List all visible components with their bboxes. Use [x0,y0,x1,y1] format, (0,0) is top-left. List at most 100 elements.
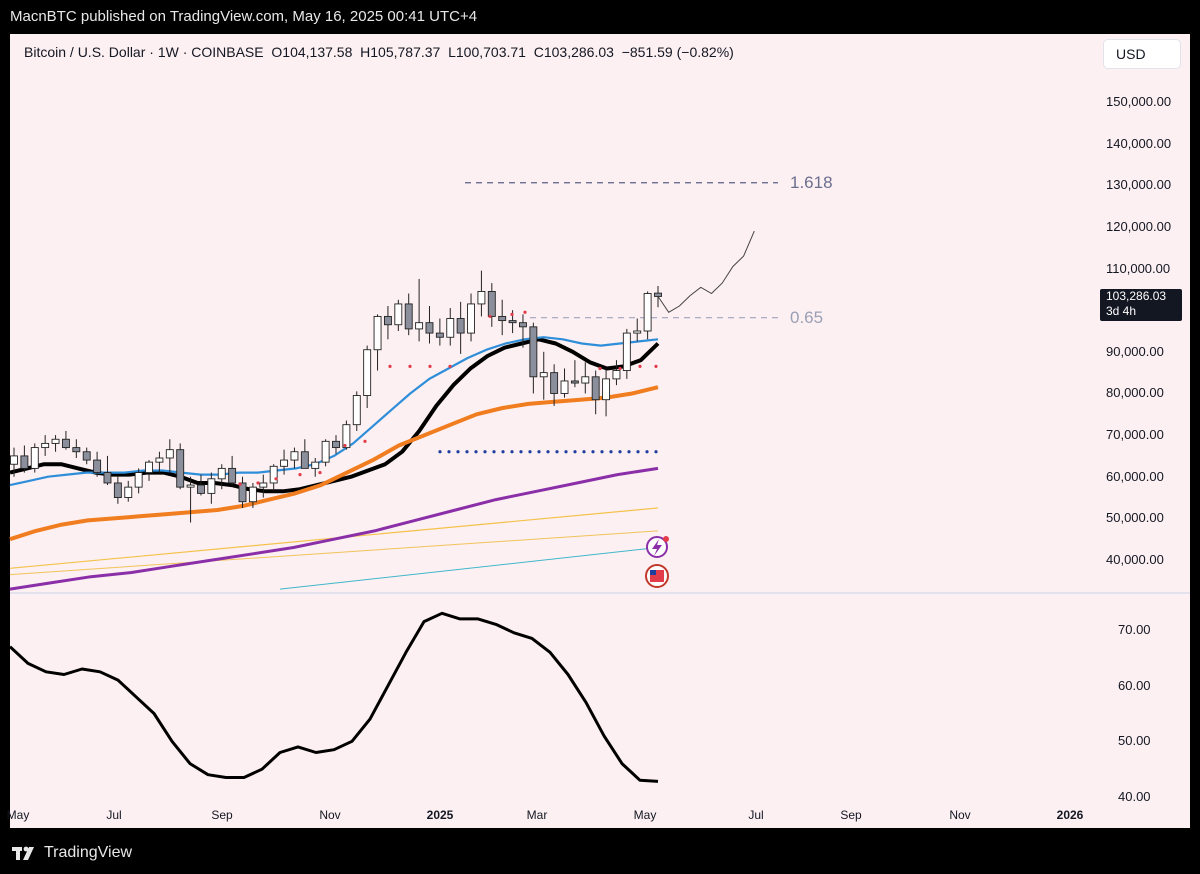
price-axis-panel[interactable] [1098,34,1190,828]
candle [373,314,382,371]
price-tick-label: 150,000.00 [1106,94,1172,109]
candle-body [570,380,579,384]
signal-dot [343,443,347,448]
candle-body [228,467,237,484]
candle-body [435,332,444,338]
candle-body [93,459,102,474]
support-dot [627,450,631,454]
footer-brand[interactable]: TradingView [12,844,132,862]
signal-dot [388,364,392,368]
fib-level-label: 1.618 [790,172,833,192]
candle [10,447,18,477]
candle [238,476,247,508]
signal-dot [363,439,367,443]
candle-body [238,482,247,503]
candle-body [72,447,81,453]
candle [82,447,91,465]
support-dot [519,450,523,454]
candle-body [248,486,257,503]
signal-dot [298,473,302,477]
publish-info: MacnBTC published on TradingView.com, Ma… [10,8,478,25]
candle-body [560,380,569,394]
support-dot [447,450,451,454]
candle [134,468,143,494]
candle [280,449,289,475]
legend-open: O104,137.58 [271,44,353,60]
candle-body [529,326,538,378]
candle [622,328,631,379]
candle [113,476,122,504]
time-tick-label: Jul [106,808,122,822]
support-dot [483,450,487,454]
signal-dot [598,366,602,371]
candle-body [394,303,403,326]
candle-body [155,457,164,463]
candle [394,299,403,331]
candle [217,464,226,490]
fib-level-label: 0.65 [790,307,824,327]
candle-body [622,332,631,372]
candle-body [30,447,39,469]
time-tick-label: May [633,808,657,822]
price-tick-label: 120,000.00 [1106,218,1172,234]
candle-body [186,484,195,488]
candle [519,314,527,348]
candle [197,474,205,496]
candle [332,435,340,454]
candle-body [425,322,434,334]
candle [404,293,413,336]
lightning-icon-dot [663,536,669,542]
legend-close: C103,286.03 [533,44,614,60]
candle-body [633,330,642,334]
support-dot [555,450,559,454]
rsi-tick-label: 50.00 [1118,733,1151,749]
candle-body [373,315,382,351]
legend-low: L100,703.71 [448,44,526,60]
support-dot [582,450,586,454]
candle-body [20,455,29,469]
price-tick-label: 50,000.00 [1106,510,1164,526]
candle-body [82,451,91,461]
candle [176,443,185,490]
time-tick-label: Jul [748,808,764,822]
price-tick-label: 60,000.00 [1106,468,1164,484]
price-tick-label: 70,000.00 [1106,427,1164,443]
price-tick-label: 90,000.00 [1106,343,1164,359]
candle-body [456,318,465,334]
time-tick-label: Sep [211,808,233,822]
time-tick-label: 2026 [1056,808,1084,822]
candle-body [61,438,70,449]
candle [591,370,600,415]
candle [446,308,455,346]
signal-dot [448,364,452,368]
support-dot [600,450,604,454]
candle-body [300,451,309,469]
signal-dot [256,481,260,485]
candle [529,322,538,394]
tradingview-logo-icon [12,845,38,861]
currency-button[interactable]: USD [1104,40,1180,68]
candle-body [103,472,112,484]
signal-dot [638,364,642,368]
support-dot [438,450,442,454]
candle [415,278,424,342]
candle-body [487,290,496,317]
time-tick-label: 2025 [426,808,454,822]
candle [383,306,392,340]
candle [643,291,652,340]
candle [456,301,465,354]
candle-body [113,482,122,498]
chart-panel[interactable] [10,34,1098,828]
moving-average-blue [9,336,659,487]
moving-average-orange [9,385,659,542]
candle [124,480,133,502]
signal-dot [510,312,514,316]
support-dot [492,450,496,454]
signal-dot [488,314,492,319]
last-price-tag: 103,286.03 3d 4h [1100,289,1182,321]
candle-body [602,378,611,401]
signal-dot [618,366,622,371]
candle [498,299,507,336]
candle [51,435,60,452]
